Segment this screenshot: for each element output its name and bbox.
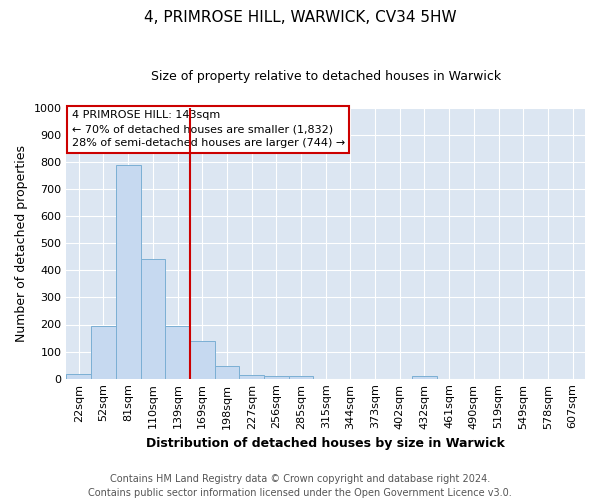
Bar xyxy=(215,366,239,378)
Text: 4, PRIMROSE HILL, WARWICK, CV34 5HW: 4, PRIMROSE HILL, WARWICK, CV34 5HW xyxy=(143,10,457,25)
Bar xyxy=(264,376,289,378)
Bar xyxy=(91,326,116,378)
Bar xyxy=(67,374,91,378)
Bar xyxy=(140,260,165,378)
Text: Contains HM Land Registry data © Crown copyright and database right 2024.
Contai: Contains HM Land Registry data © Crown c… xyxy=(88,474,512,498)
Title: Size of property relative to detached houses in Warwick: Size of property relative to detached ho… xyxy=(151,70,501,83)
Bar xyxy=(289,376,313,378)
Text: 4 PRIMROSE HILL: 143sqm
← 70% of detached houses are smaller (1,832)
28% of semi: 4 PRIMROSE HILL: 143sqm ← 70% of detache… xyxy=(71,110,345,148)
Y-axis label: Number of detached properties: Number of detached properties xyxy=(15,144,28,342)
Bar xyxy=(190,341,215,378)
X-axis label: Distribution of detached houses by size in Warwick: Distribution of detached houses by size … xyxy=(146,437,505,450)
Bar xyxy=(239,374,264,378)
Bar xyxy=(165,326,190,378)
Bar xyxy=(116,164,140,378)
Bar xyxy=(412,376,437,378)
